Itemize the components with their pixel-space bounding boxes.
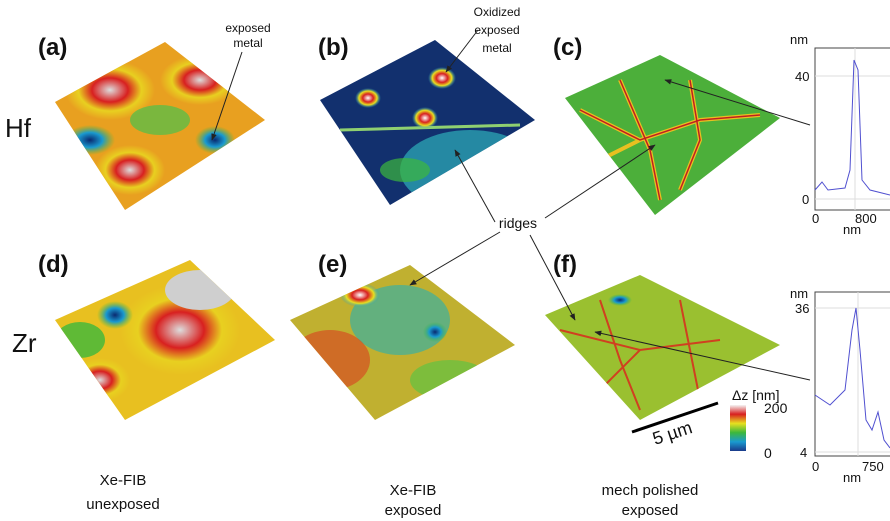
surface-e	[285, 260, 520, 425]
axis-unit: nm	[843, 470, 861, 485]
tick-label: 0	[812, 459, 819, 474]
arrow	[455, 150, 495, 222]
column-label: exposed	[385, 502, 442, 519]
panel-label: (a)	[38, 34, 67, 61]
annotation: Oxidized	[474, 5, 521, 19]
row-label: Zr	[12, 328, 37, 358]
panel-label: (f)	[553, 251, 577, 278]
panel-label: (d)	[38, 251, 69, 278]
axis-unit: nm	[843, 222, 861, 237]
axis-unit: nm	[790, 286, 808, 301]
annotation: metal	[233, 36, 262, 50]
profile-inset: nm 36 4 0 750 nm	[790, 286, 890, 485]
tick-label: 0	[812, 211, 819, 226]
surface-c	[560, 50, 785, 220]
tick-label: 0	[802, 192, 809, 207]
tick-label: 40	[795, 69, 809, 84]
surface-b	[315, 40, 540, 210]
column-label: unexposed	[86, 496, 159, 513]
row-label: Hf	[5, 113, 32, 143]
annotation: exposed	[225, 21, 270, 35]
figure: (a) (b) (c) (d) (e) (f) Hf Zr Xe-FIB une…	[0, 0, 890, 521]
colorbar-max: 200	[764, 400, 788, 416]
panel-label: (c)	[553, 34, 582, 61]
column-label: exposed	[622, 502, 679, 519]
colorbar-min: 0	[764, 445, 772, 461]
tick-label: 36	[795, 301, 809, 316]
tick-label: 4	[800, 445, 807, 460]
arrow	[410, 232, 500, 285]
column-label: Xe-FIB	[100, 472, 147, 489]
scale-bar-label: 5 µm	[650, 417, 695, 449]
annotation: ridges	[499, 215, 537, 231]
surface-d	[50, 255, 280, 425]
annotation: metal	[482, 41, 511, 55]
annotation: exposed	[474, 23, 519, 37]
axis-unit: nm	[790, 32, 808, 47]
profile-inset: nm 40 0 0 800 nm	[790, 32, 890, 237]
panel-label: (b)	[318, 34, 349, 61]
colorbar	[730, 405, 746, 451]
column-label: mech polished	[602, 482, 699, 499]
panel-label: (e)	[318, 251, 347, 278]
tick-label: 750	[862, 459, 884, 474]
column-label: Xe-FIB	[390, 482, 437, 499]
